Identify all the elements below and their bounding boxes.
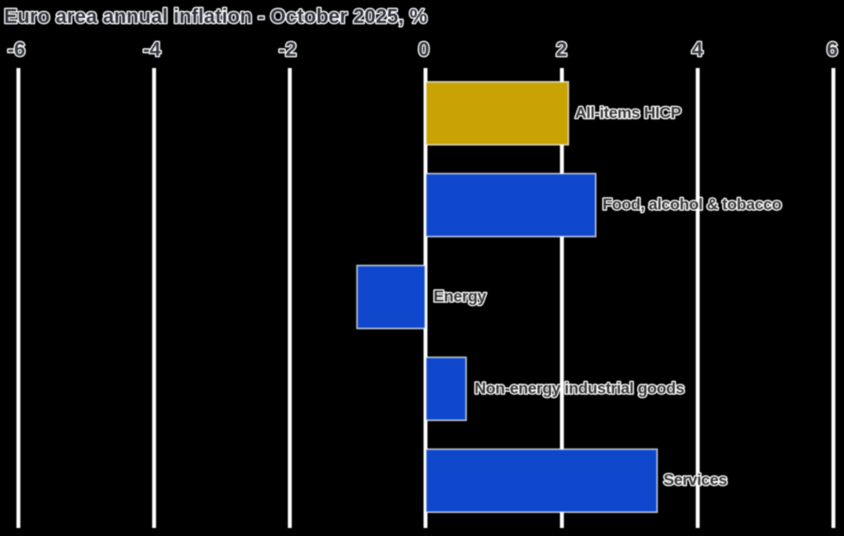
svg-text:Non-energy industrial goods: Non-energy industrial goods bbox=[475, 380, 685, 397]
svg-text:6: 6 bbox=[827, 39, 838, 61]
svg-text:Energy: Energy bbox=[434, 289, 487, 306]
svg-text:-2: -2 bbox=[279, 39, 297, 61]
svg-text:-6: -6 bbox=[8, 39, 26, 61]
svg-text:Euro area annual inflation - O: Euro area annual inflation - October 202… bbox=[4, 6, 428, 28]
svg-text:-4: -4 bbox=[143, 39, 162, 61]
svg-text:2: 2 bbox=[556, 39, 567, 61]
svg-text:0: 0 bbox=[418, 39, 429, 61]
svg-text:4: 4 bbox=[692, 39, 704, 61]
svg-text:All-items HICP: All-items HICP bbox=[575, 105, 682, 122]
svg-text:Services: Services bbox=[664, 472, 728, 489]
svg-text:Food, alcohol & tobacco: Food, alcohol & tobacco bbox=[603, 197, 782, 214]
